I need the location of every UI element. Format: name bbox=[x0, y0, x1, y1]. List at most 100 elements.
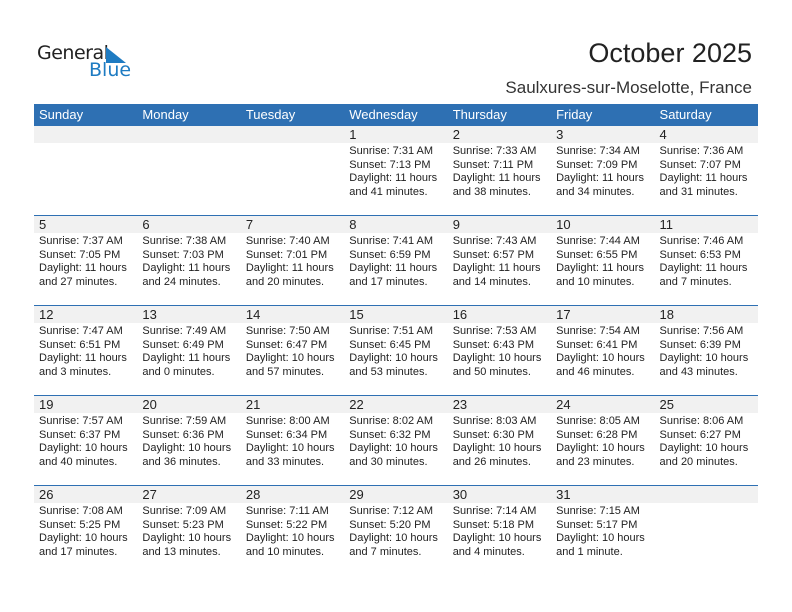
sunset-text: Sunset: 5:20 PM bbox=[349, 518, 431, 531]
sunset-text: Sunset: 5:17 PM bbox=[556, 518, 638, 531]
sunrise-text: Sunrise: 7:40 AM bbox=[245, 235, 330, 247]
sunrise-text: Sunrise: 7:57 AM bbox=[39, 415, 123, 427]
day-info: Sunrise: 7:15 AM Sunset: 5:17 PM Daylight:… bbox=[556, 505, 654, 559]
sunset-text: Sunset: 6:41 PM bbox=[556, 338, 638, 351]
weekday-thursday: Thursday bbox=[452, 107, 507, 122]
day-cell: 25 Sunrise: 8:06 AM Sunset: 6:27 PM Dayligh… bbox=[655, 396, 758, 486]
daylight2-text: and 14 minutes. bbox=[452, 275, 531, 288]
sunrise-text: Sunrise: 7:41 AM bbox=[349, 235, 434, 247]
sunset-text: Sunset: 6:27 PM bbox=[659, 428, 741, 441]
day-number-band bbox=[34, 216, 758, 233]
day-cell: 4 Sunrise: 7:36 AM Sunset: 7:07 PM Daylight… bbox=[655, 126, 758, 216]
day-number: 20 bbox=[142, 397, 157, 412]
day-cell: 15 Sunrise: 7:51 AM Sunset: 6:45 PM Dayligh… bbox=[344, 306, 447, 396]
daylight1-text: Daylight: 11 hours bbox=[452, 262, 541, 274]
day-number-band bbox=[34, 126, 758, 143]
daylight2-text: and 26 minutes. bbox=[452, 455, 531, 468]
daylight2-text: and 30 minutes. bbox=[349, 455, 428, 468]
sunset-text: Sunset: 7:09 PM bbox=[556, 158, 638, 171]
week-row: 12 Sunrise: 7:47 AM Sunset: 6:51 PM Dayligh… bbox=[34, 305, 758, 396]
day-cell: 26 Sunrise: 7:08 AM Sunset: 5:25 PM Dayligh… bbox=[34, 486, 137, 576]
daylight1-text: Daylight: 11 hours bbox=[659, 172, 748, 184]
weekday-wednesday: Wednesday bbox=[349, 107, 418, 122]
day-info: Sunrise: 7:59 AM Sunset: 6:36 PM Daylight:… bbox=[142, 415, 240, 469]
day-number: 3 bbox=[556, 127, 564, 142]
day-cell: 16 Sunrise: 7:53 AM Sunset: 6:43 PM Dayligh… bbox=[448, 306, 551, 396]
daylight2-text: and 13 minutes. bbox=[142, 545, 221, 558]
day-number: 17 bbox=[556, 307, 571, 322]
day-cell: 23 Sunrise: 8:03 AM Sunset: 6:30 PM Dayligh… bbox=[448, 396, 551, 486]
day-number: 18 bbox=[659, 307, 674, 322]
day-number: 19 bbox=[39, 397, 54, 412]
sunset-text: Sunset: 6:34 PM bbox=[245, 428, 328, 441]
day-number: 10 bbox=[556, 217, 571, 232]
day-info: Sunrise: 7:50 AM Sunset: 6:47 PM Daylight:… bbox=[246, 325, 344, 379]
daylight1-text: Daylight: 10 hours bbox=[659, 442, 749, 454]
sunset-text: Sunset: 5:22 PM bbox=[245, 518, 328, 531]
daylight1-text: Daylight: 10 hours bbox=[349, 532, 438, 544]
day-number: 11 bbox=[659, 217, 674, 232]
day-number: 5 bbox=[39, 217, 47, 232]
daylight2-text: and 31 minutes. bbox=[659, 185, 738, 198]
sunset-text: Sunset: 6:43 PM bbox=[452, 338, 535, 351]
sunrise-text: Sunrise: 8:05 AM bbox=[556, 415, 640, 427]
daylight2-text: and 40 minutes. bbox=[39, 455, 118, 468]
sunset-text: Sunset: 7:01 PM bbox=[245, 248, 328, 261]
day-number: 29 bbox=[349, 487, 364, 502]
day-cell: 1 Sunrise: 7:31 AM Sunset: 7:13 PM Daylight… bbox=[344, 126, 447, 216]
day-number-band bbox=[34, 396, 758, 413]
day-info: Sunrise: 7:14 AM Sunset: 5:18 PM Daylight:… bbox=[453, 505, 551, 559]
day-cell: 19 Sunrise: 7:57 AM Sunset: 6:37 PM Dayligh… bbox=[34, 396, 137, 486]
day-number: 16 bbox=[452, 307, 468, 322]
day-number: 14 bbox=[245, 307, 261, 322]
day-info: Sunrise: 7:40 AM Sunset: 7:01 PM Daylight:… bbox=[246, 235, 344, 289]
sunrise-text: Sunrise: 7:56 AM bbox=[659, 325, 744, 337]
day-cell: 10 Sunrise: 7:44 AM Sunset: 6:55 PM Dayligh… bbox=[551, 216, 654, 306]
sunrise-text: Sunrise: 7:33 AM bbox=[452, 145, 537, 157]
day-number: 6 bbox=[142, 217, 150, 232]
day-cell: 11 Sunrise: 7:46 AM Sunset: 6:53 PM Dayligh… bbox=[655, 216, 758, 306]
daylight1-text: Daylight: 10 hours bbox=[142, 442, 232, 454]
sunrise-text: Sunrise: 7:14 AM bbox=[452, 505, 537, 517]
day-cell: 7 Sunrise: 7:40 AM Sunset: 7:01 PM Daylight… bbox=[241, 216, 344, 306]
logo-text-general: General bbox=[37, 42, 109, 64]
daylight1-text: Daylight: 11 hours bbox=[142, 262, 231, 274]
daylight2-text: and 17 minutes. bbox=[39, 545, 118, 558]
empty-day-cell bbox=[241, 126, 344, 216]
daylight1-text: Daylight: 10 hours bbox=[452, 352, 542, 364]
daylight2-text: and 46 minutes. bbox=[556, 365, 635, 378]
daylight2-text: and 0 minutes. bbox=[142, 365, 215, 378]
day-cell: 8 Sunrise: 7:41 AM Sunset: 6:59 PM Daylight… bbox=[344, 216, 447, 306]
day-number: 2 bbox=[452, 127, 460, 142]
day-cell: 17 Sunrise: 7:54 AM Sunset: 6:41 PM Dayligh… bbox=[551, 306, 654, 396]
sunset-text: Sunset: 5:18 PM bbox=[452, 518, 535, 531]
day-info: Sunrise: 7:56 AM Sunset: 6:39 PM Daylight:… bbox=[660, 325, 758, 379]
day-info: Sunrise: 7:36 AM Sunset: 7:07 PM Daylight:… bbox=[660, 145, 758, 199]
daylight1-text: Daylight: 10 hours bbox=[245, 532, 335, 544]
weekday-tuesday: Tuesday bbox=[245, 107, 296, 122]
sunset-text: Sunset: 6:55 PM bbox=[556, 248, 638, 261]
day-info: Sunrise: 7:57 AM Sunset: 6:37 PM Daylight:… bbox=[39, 415, 137, 469]
empty-day-cell bbox=[137, 126, 240, 216]
day-cell: 2 Sunrise: 7:33 AM Sunset: 7:11 PM Daylight… bbox=[448, 126, 551, 216]
day-cell: 20 Sunrise: 7:59 AM Sunset: 6:36 PM Dayligh… bbox=[137, 396, 240, 486]
daylight2-text: and 10 minutes. bbox=[245, 545, 325, 558]
daylight2-text: and 38 minutes. bbox=[452, 185, 531, 198]
daylight1-text: Daylight: 10 hours bbox=[556, 532, 645, 544]
weekday-monday: Monday bbox=[142, 107, 189, 122]
daylight1-text: Daylight: 11 hours bbox=[39, 352, 127, 364]
weekday-sunday: Sunday bbox=[39, 107, 84, 122]
day-cell: 18 Sunrise: 7:56 AM Sunset: 6:39 PM Dayligh… bbox=[655, 306, 758, 396]
day-info: Sunrise: 7:43 AM Sunset: 6:57 PM Daylight:… bbox=[453, 235, 551, 289]
day-number: 25 bbox=[659, 397, 674, 412]
daylight2-text: and 17 minutes. bbox=[349, 275, 428, 288]
sunrise-text: Sunrise: 8:03 AM bbox=[452, 415, 537, 427]
day-info: Sunrise: 7:41 AM Sunset: 6:59 PM Daylight:… bbox=[349, 235, 447, 289]
day-number: 4 bbox=[659, 127, 667, 142]
sunrise-text: Sunrise: 7:50 AM bbox=[245, 325, 330, 337]
day-info: Sunrise: 7:37 AM Sunset: 7:05 PM Daylight:… bbox=[39, 235, 137, 289]
day-info: Sunrise: 8:00 AM Sunset: 6:34 PM Daylight:… bbox=[246, 415, 344, 469]
sunset-text: Sunset: 5:25 PM bbox=[39, 518, 121, 531]
day-info: Sunrise: 7:46 AM Sunset: 6:53 PM Daylight:… bbox=[660, 235, 758, 289]
daylight1-text: Daylight: 11 hours bbox=[659, 262, 748, 274]
